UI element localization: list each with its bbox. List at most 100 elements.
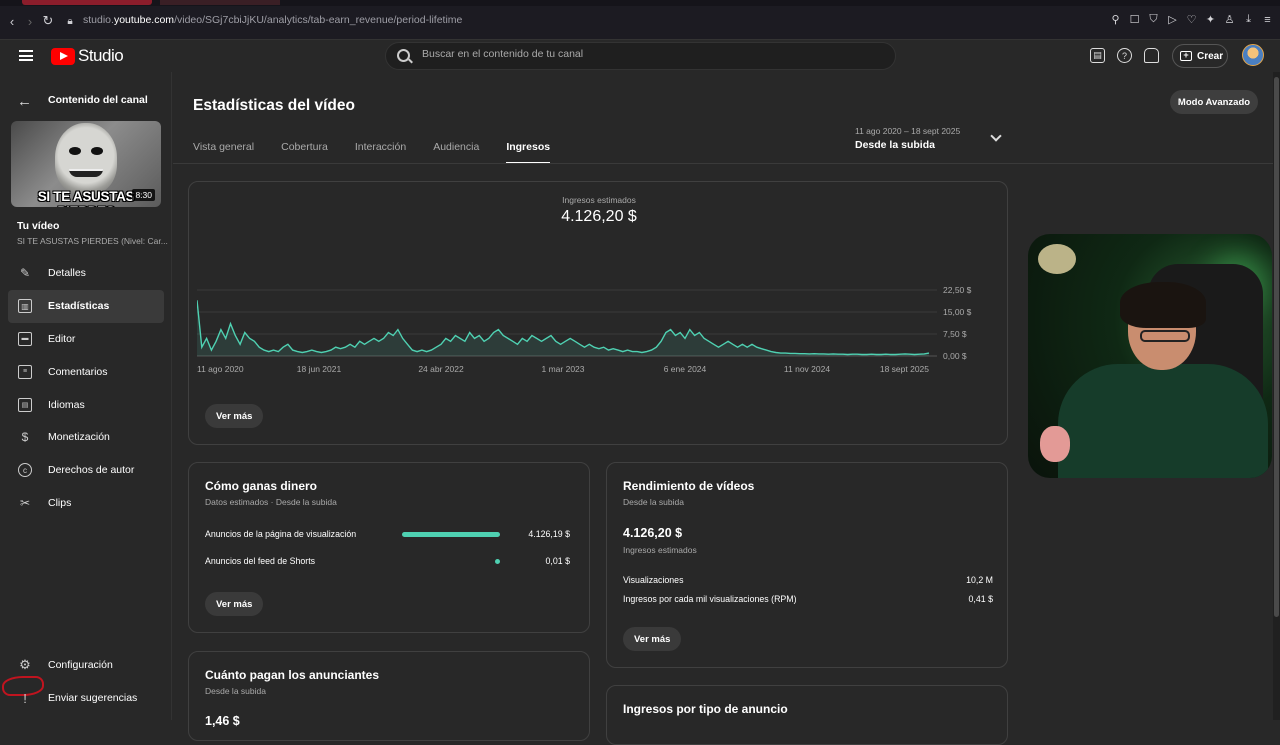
ad-type-card: Ingresos por tipo de anuncio	[606, 685, 1008, 745]
notifications-bell-icon[interactable]	[1144, 48, 1159, 63]
header-actions: ▤ ?	[1090, 48, 1159, 63]
bookmark-icon[interactable]: ☐	[1129, 14, 1140, 26]
earnings-bar	[402, 532, 500, 537]
sidebar-item-feedback[interactable]: ! Enviar sugerencias	[18, 690, 137, 706]
x-tick-label: 24 abr 2022	[418, 364, 464, 374]
advertisers-card: Cuánto pagan los anunciantes Desde la su…	[188, 651, 590, 741]
tab-audience[interactable]: Audiencia	[433, 141, 480, 153]
extension-icon[interactable]: ♙	[1224, 14, 1235, 26]
add-video-icon: +	[1180, 51, 1192, 61]
address-bar[interactable]: studio.youtube.com/video/SGj7cbiJjKU/ana…	[83, 14, 463, 26]
sidebar-item-comments[interactable]: ≡ Comentarios	[8, 355, 164, 388]
card-title: Rendimiento de vídeos	[623, 479, 755, 493]
thumbnail-caption: SI TE ASUSTAS PIERDES	[37, 189, 135, 207]
y-tick-label: 7,50 $	[943, 329, 967, 339]
play-icon[interactable]: ▷	[1168, 14, 1177, 26]
rog-logo-overlay	[2, 672, 122, 702]
hamburger-menu-icon[interactable]	[19, 50, 33, 61]
heart-icon[interactable]: ♡	[1186, 14, 1197, 26]
studio-logo[interactable]: Studio	[51, 46, 124, 66]
browser-tab-strip	[0, 0, 1280, 6]
scrollbar-thumb[interactable]	[1274, 77, 1279, 617]
revenue-area	[197, 300, 929, 356]
browser-tab[interactable]	[22, 0, 152, 5]
pin-icon[interactable]: ⚲	[1111, 14, 1120, 26]
browser-tab[interactable]	[160, 0, 280, 5]
rog-eye-icon	[2, 676, 44, 696]
earnings-card: Cómo ganas dinero Datos estimados · Desd…	[188, 462, 590, 633]
advanced-mode-button[interactable]: Modo Avanzado	[1170, 90, 1258, 114]
see-more-button[interactable]: Ver más	[623, 627, 682, 651]
webcam-overlay	[1028, 234, 1272, 478]
sidebar-item-analytics[interactable]: ▥ Estadísticas	[8, 289, 164, 323]
browser-extension-icons: ⚲ ☐ ⛉ ▷ ♡ ✦ ♙ ⤓ ≡	[1109, 13, 1274, 26]
sidebar-item-languages[interactable]: ▤ Idiomas	[8, 388, 164, 421]
feedback-icon: !	[23, 690, 27, 706]
tab-reach[interactable]: Cobertura	[281, 141, 328, 153]
account-avatar[interactable]	[1242, 44, 1264, 66]
tab-overview[interactable]: Vista general	[193, 141, 255, 153]
sidebar-item-editor[interactable]: ▬ Editor	[8, 323, 164, 356]
menu-icon[interactable]: ≡	[1264, 13, 1271, 26]
channel-content-link[interactable]: Contenido del canal	[48, 94, 148, 106]
search-input[interactable]	[422, 48, 862, 60]
card-subtitle: Desde la subida	[205, 686, 266, 696]
video-thumbnail[interactable]: SI TE ASUSTAS PIERDES 8:30	[11, 121, 161, 207]
y-tick-label: 15,00 $	[943, 307, 972, 317]
video-title: SI TE ASUSTAS PIERDES (Nivel: Car...	[17, 236, 168, 246]
create-button[interactable]: + Crear	[1172, 44, 1228, 68]
revenue-chart[interactable]: 22,50 $ 15,00 $ 7,50 $ 0,00 $ 11 ago 2020 18 …	[197, 278, 1007, 398]
sidebar-menu: ✎ Detalles ▥ Estadísticas ▬ Editor ≡ Comenta…	[8, 257, 164, 519]
pencil-icon: ✎	[19, 266, 31, 281]
metric-label: Ingresos estimados	[562, 195, 636, 205]
browser-toolbar: ‹ › ↻ 🔒︎ studio.youtube.com/video/SGj7cb…	[0, 0, 1280, 40]
subtitles-icon[interactable]: ▤	[1090, 48, 1105, 63]
card-title: Ingresos por tipo de anuncio	[623, 702, 788, 716]
comments-icon: ≡	[18, 364, 32, 379]
scissors-icon: ✂	[19, 495, 31, 510]
puzzle-icon[interactable]: ✦	[1205, 14, 1216, 26]
earnings-bar	[495, 559, 500, 564]
page-title: Estadísticas del vídeo	[193, 97, 355, 114]
copyright-icon: c	[18, 463, 32, 478]
sidebar-item-settings[interactable]: ⚙ Configuración	[19, 657, 113, 672]
search-bar[interactable]	[385, 42, 896, 70]
download-icon[interactable]: ⤓	[1246, 13, 1251, 25]
date-range-selector[interactable]: Desde la subida	[855, 139, 935, 151]
card-subtitle: Datos estimados · Desde la subida	[205, 497, 337, 507]
thumbnail-eye	[91, 147, 103, 155]
see-more-button[interactable]: Ver más	[205, 592, 264, 616]
x-tick-label: 6 ene 2024	[664, 364, 707, 374]
your-video-label: Tu vídeo	[17, 220, 60, 232]
date-range-text: 11 ago 2020 – 18 sept 2025	[855, 126, 961, 136]
gear-icon: ⚙	[19, 657, 31, 672]
tab-engagement[interactable]: Interacción	[354, 141, 407, 153]
webcam-person-glasses	[1140, 330, 1190, 342]
back-arrow-icon[interactable]: ‹	[9, 13, 15, 29]
y-tick-label: 0,00 $	[943, 351, 967, 361]
chevron-down-icon[interactable]	[990, 130, 1002, 142]
search-icon[interactable]	[397, 49, 410, 62]
webcam-person-hair	[1120, 282, 1206, 328]
sidebar-item-details[interactable]: ✎ Detalles	[19, 266, 86, 281]
earnings-row: Anuncios del feed de Shorts 0,01 $	[205, 556, 570, 566]
sidebar-item-copyright[interactable]: c Derechos de autor	[8, 454, 164, 487]
sidebar-item-monetization[interactable]: $ Monetización	[8, 421, 164, 454]
video-duration: 8:30	[132, 189, 155, 201]
lock-icon: 🔒︎	[67, 15, 73, 27]
x-tick-label: 1 mar 2023	[542, 364, 585, 374]
revenue-line	[197, 300, 930, 356]
reload-icon[interactable]: ↻	[42, 13, 54, 28]
studio-header: Studio ▤ ? + Crear	[0, 40, 1280, 72]
see-more-button[interactable]: Ver más	[205, 404, 264, 428]
forward-arrow-icon[interactable]: ›	[27, 13, 33, 29]
back-arrow-icon[interactable]: ←	[17, 93, 32, 110]
page-scrollbar[interactable]	[1273, 72, 1280, 720]
shield-icon[interactable]: ⛉	[1149, 13, 1158, 25]
video-performance-card: Rendimiento de vídeos Desde la subida 4.…	[606, 462, 1008, 668]
sidebar-item-clips[interactable]: ✂ Clips	[19, 495, 72, 510]
performance-value: 4.126,20 $	[623, 526, 683, 540]
help-icon[interactable]: ?	[1117, 48, 1132, 63]
thumbnail-face	[55, 123, 117, 195]
tab-revenue[interactable]: Ingresos	[506, 141, 551, 164]
